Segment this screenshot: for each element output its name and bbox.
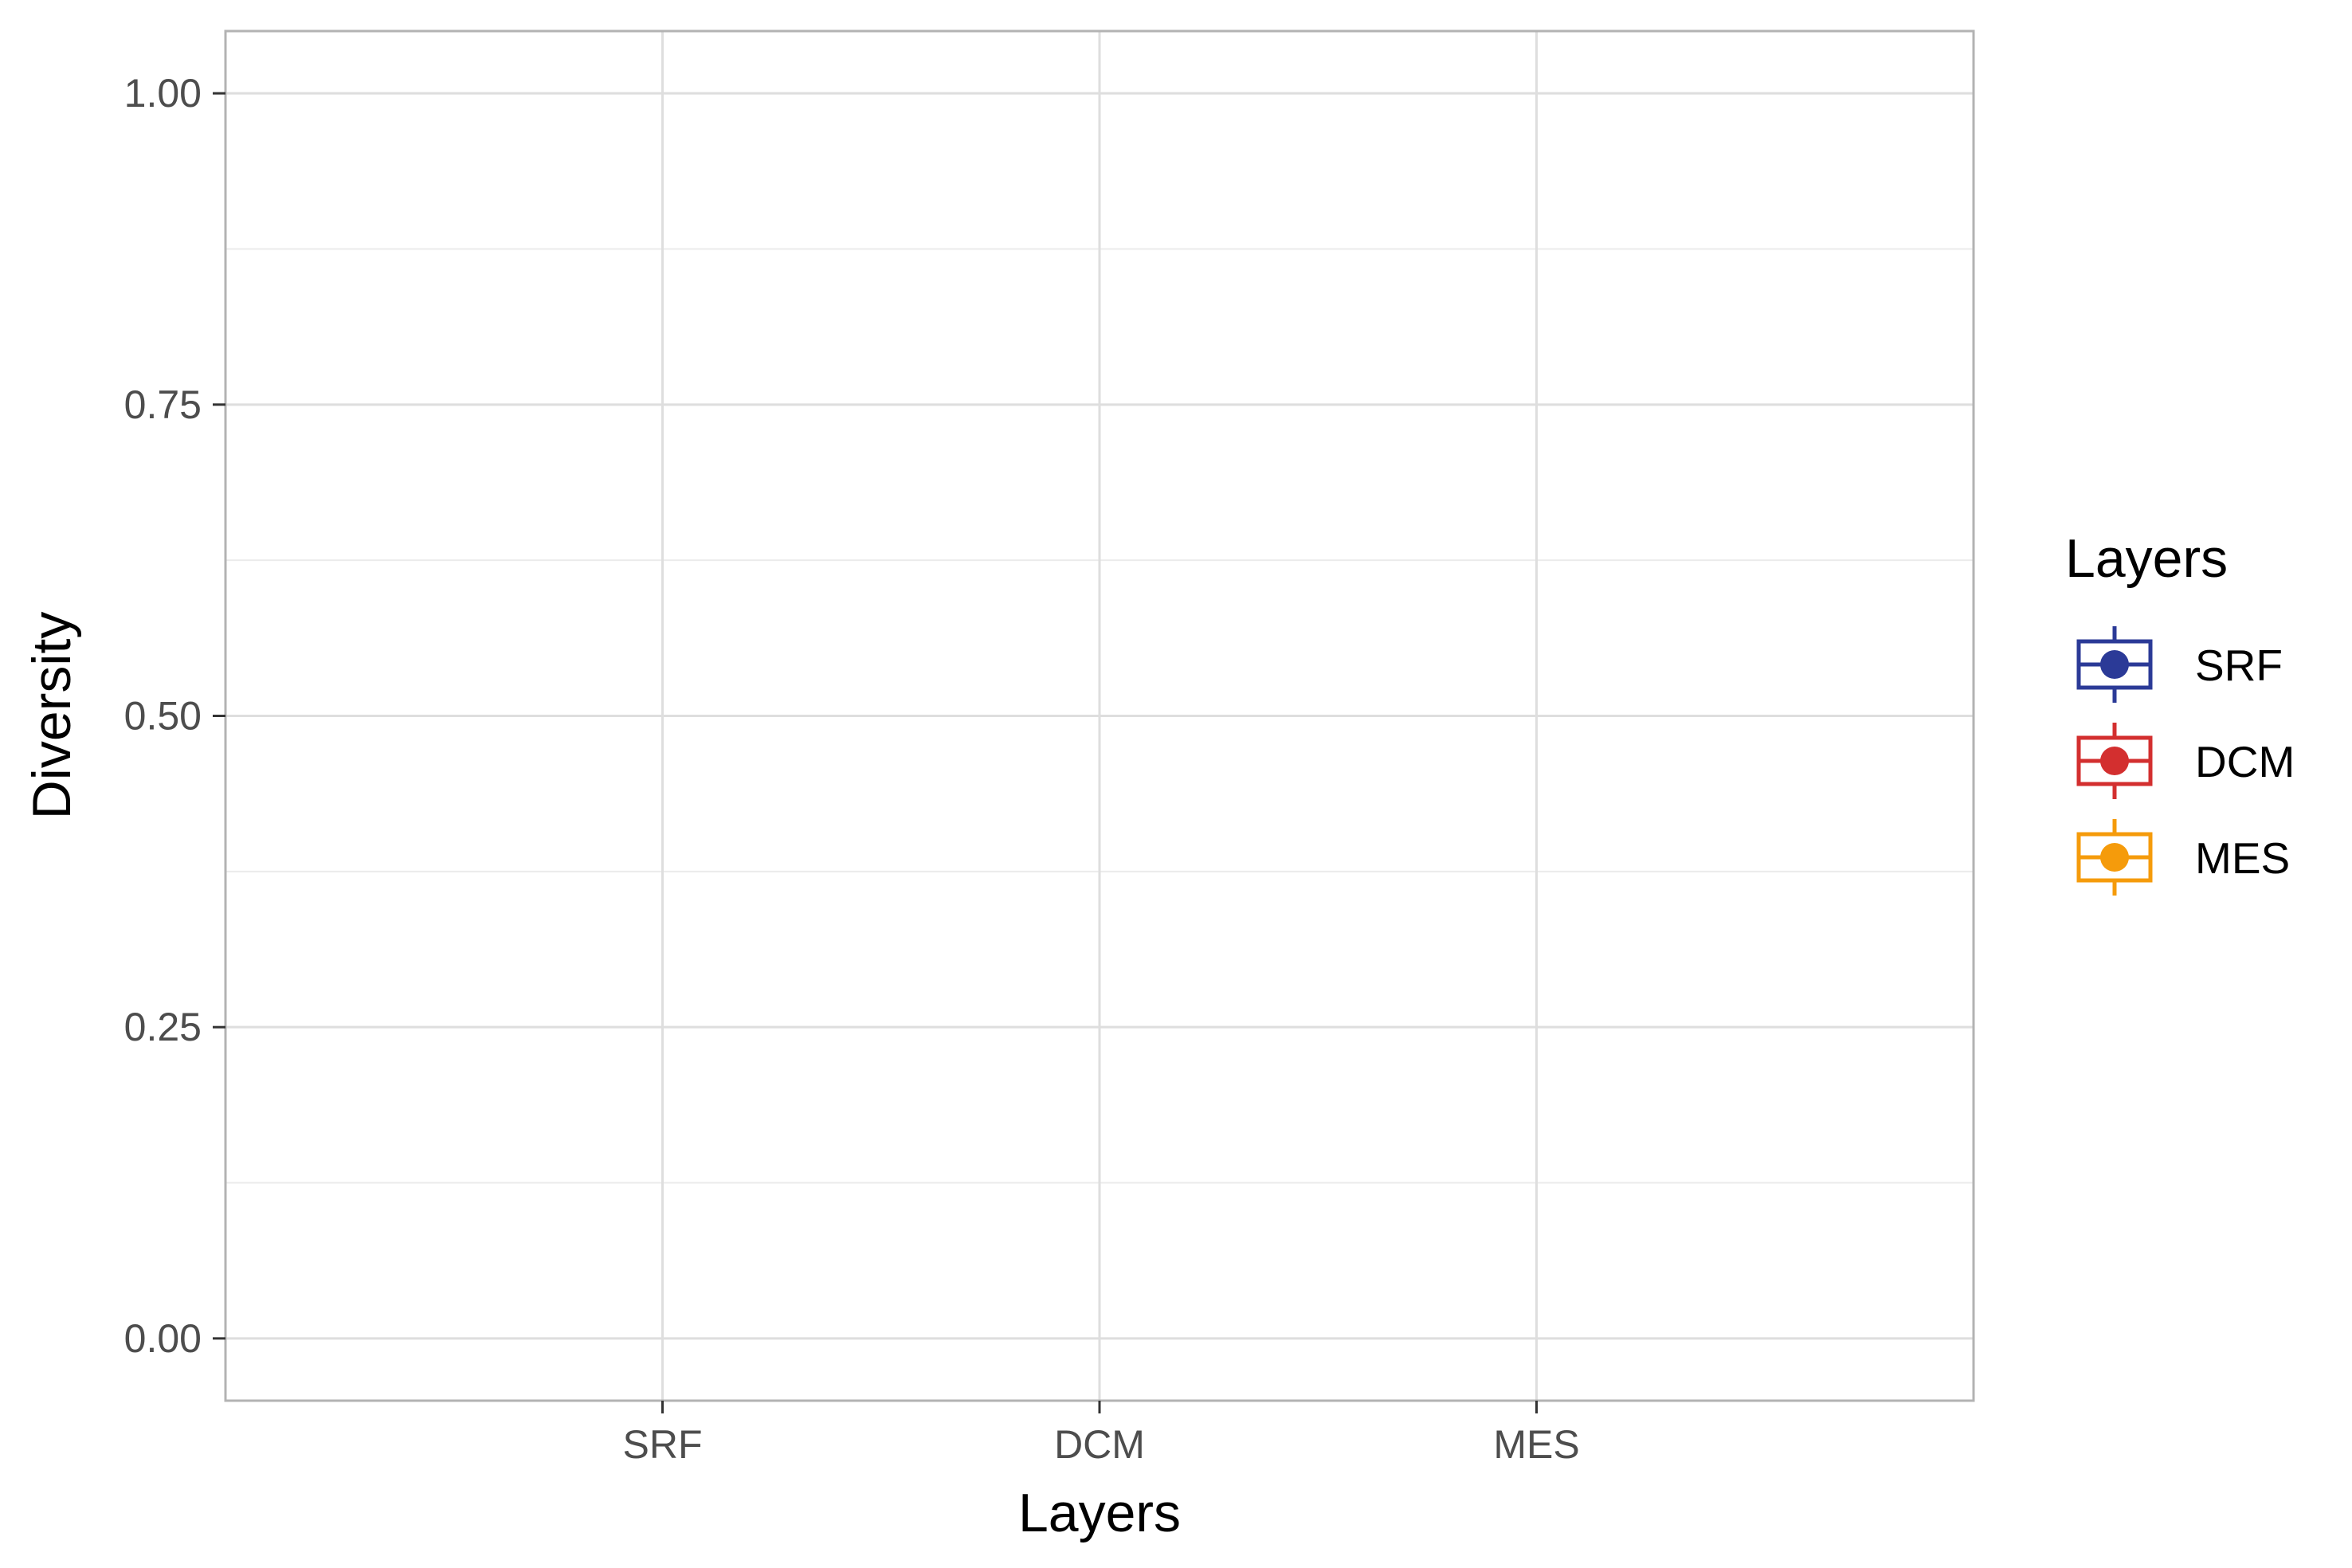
legend-item: SRF (2076, 626, 2283, 703)
legend-label: MES (2195, 833, 2290, 883)
legend-label: DCM (2195, 737, 2295, 786)
legend-point (2100, 650, 2129, 679)
legend-title: Layers (2065, 528, 2228, 589)
x-tick-label: MES (1493, 1422, 1579, 1467)
legend-item: MES (2076, 819, 2290, 896)
y-tick-label: 0.25 (124, 1005, 202, 1049)
legend-items: SRF DCM MES (2076, 626, 2295, 896)
y-axis-ticks: 0.00 0.25 0.50 0.75 1.00 (124, 71, 225, 1361)
legend: Layers SRF DCM MES (2065, 528, 2295, 896)
y-tick-label: 1.00 (124, 71, 202, 116)
legend-point (2100, 747, 2129, 775)
x-axis-title: Layers (1018, 1483, 1181, 1543)
x-tick-label: SRF (623, 1422, 703, 1467)
x-tick-label: DCM (1054, 1422, 1145, 1467)
y-tick-label: 0.00 (124, 1316, 202, 1361)
legend-point (2100, 843, 2129, 872)
major-gridlines (225, 31, 1974, 1401)
legend-item: DCM (2076, 723, 2295, 799)
x-axis-ticks: SRF DCM MES (623, 1401, 1580, 1467)
y-axis-title: Diversity (22, 612, 82, 820)
y-tick-label: 0.50 (124, 694, 202, 739)
legend-label: SRF (2195, 641, 2283, 690)
y-tick-label: 0.75 (124, 382, 202, 427)
